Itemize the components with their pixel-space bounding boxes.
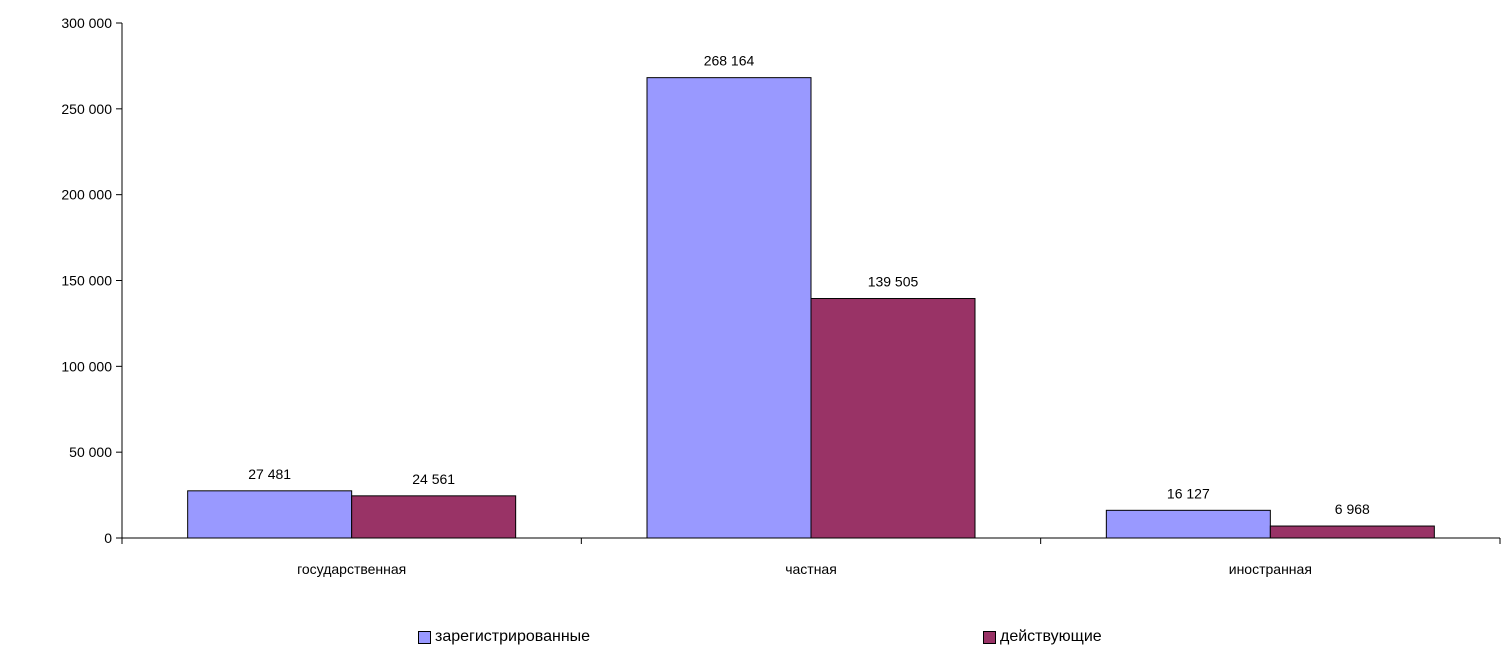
bar	[351, 495, 517, 539]
data-label: 27 481	[248, 466, 291, 482]
legend: зарегистрированные действующие	[0, 628, 1503, 652]
bar	[810, 298, 976, 539]
bar	[187, 490, 353, 539]
legend-swatch-registered	[418, 630, 431, 644]
legend-label-active: действующие	[1000, 628, 1102, 645]
bar-chart: 0 50 000 100 000 150 000 200 000 250 000 300 0…	[61, 15, 1501, 577]
category-label: частная	[785, 561, 837, 577]
bars	[187, 77, 1435, 539]
y-tick-label: 100 000	[61, 358, 112, 374]
legend-swatch-active	[983, 630, 996, 644]
y-tick-label: 300 000	[61, 15, 112, 31]
data-label: 268 164	[704, 53, 755, 69]
data-label: 139 505	[868, 274, 919, 290]
data-label: 24 561	[412, 471, 455, 487]
data-label: 16 127	[1167, 485, 1210, 501]
legend-label-registered: зарегистрированные	[435, 628, 591, 645]
category-label: государственная	[297, 561, 406, 577]
labels: 27 481 24 561 государственная 268 164 139 50…	[248, 53, 1370, 577]
bar	[646, 77, 812, 539]
legend-item-active: действующие	[983, 628, 1102, 646]
data-label: 6 968	[1335, 501, 1370, 517]
bar	[1269, 525, 1435, 539]
y-tick-label: 50 000	[69, 444, 112, 460]
category-label: иностранная	[1229, 561, 1312, 577]
y-tick-label: 150 000	[61, 273, 112, 289]
y-tick-label: 200 000	[61, 187, 112, 203]
y-tick-label: 250 000	[61, 101, 112, 117]
legend-item-registered: зарегистрированные	[418, 628, 590, 646]
y-tick-label: 0	[104, 530, 112, 546]
bar	[1105, 509, 1271, 539]
